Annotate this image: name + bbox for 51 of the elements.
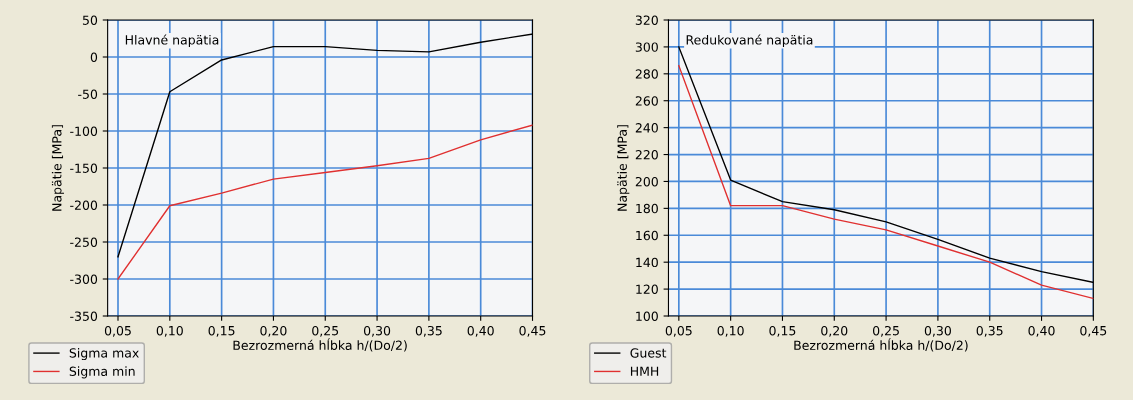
y-tick-label: 180 [636, 203, 658, 214]
x-tick-label: 0,25 [312, 325, 339, 337]
x-tick-label: 0,10 [156, 325, 183, 337]
y-tick-label: 140 [636, 257, 658, 268]
y-tick-label: 100 [636, 311, 658, 321]
y-tick-label: 320 [635, 15, 658, 25]
y-tick-label: -350 [70, 311, 98, 321]
x-axis-title: Bezrozmerná hĺbka h/(Do/2) [794, 338, 968, 352]
legend-label: Sigma min [69, 366, 135, 379]
x-tick-label: 0,35 [976, 325, 1003, 337]
line-series [117, 124, 533, 280]
y-tick-label: -200 [70, 200, 98, 210]
y-tick-label: 220 [635, 150, 658, 160]
x-tick-label: 0,35 [415, 325, 442, 337]
y-axis-title: Napätie [MPa] [51, 125, 64, 211]
x-axis-title: Bezrozmerná hĺbka h/(Do/2) [233, 338, 407, 352]
y-tick-label: 0 [90, 52, 98, 62]
y-tick-label: 50 [82, 15, 98, 25]
x-tick-label: 0,15 [208, 325, 235, 337]
x-tick-label: 0,30 [363, 325, 391, 337]
y-tick-label: -150 [70, 163, 98, 173]
y-tick-label: 120 [636, 284, 658, 295]
y-tick-label: -300 [70, 274, 98, 284]
y-tick-label: 300 [635, 42, 658, 52]
x-tick-label: 0,05 [104, 325, 131, 337]
x-tick-label: 0,25 [873, 325, 899, 337]
y-tick-label: -250 [70, 237, 98, 247]
x-tick-label: 0,10 [717, 325, 744, 337]
legend-label: Guest [630, 348, 667, 358]
text: Hlavné napätia [125, 34, 219, 48]
legend-label: HMH [630, 366, 659, 376]
y-tick-label: 280 [635, 69, 658, 79]
x-tick-label: 0,05 [665, 325, 692, 337]
legend-label: Sigma max [69, 347, 139, 361]
x-tick-label: 0,40 [1028, 325, 1055, 337]
x-tick-label: 0,20 [821, 325, 848, 337]
text: Redukované napätia [686, 34, 813, 48]
x-tick-label: 0,20 [260, 325, 287, 337]
y-tick-label: -100 [70, 126, 98, 136]
x-tick-label: 0,45 [519, 325, 546, 337]
y-axis-title: Napätie [MPa] [617, 125, 630, 211]
x-tick-label: 0,30 [924, 325, 951, 337]
y-tick-label: 260 [635, 96, 658, 106]
x-tick-label: 0,15 [769, 325, 796, 337]
y-tick-label: 240 [635, 123, 658, 133]
y-tick-label: -50 [78, 89, 98, 99]
y-tick-label: 200 [635, 176, 658, 187]
x-tick-label: 0,45 [1080, 325, 1107, 337]
line-series [117, 33, 533, 258]
x-tick-label: 0,40 [467, 325, 494, 337]
y-tick-label: 160 [636, 230, 658, 241]
